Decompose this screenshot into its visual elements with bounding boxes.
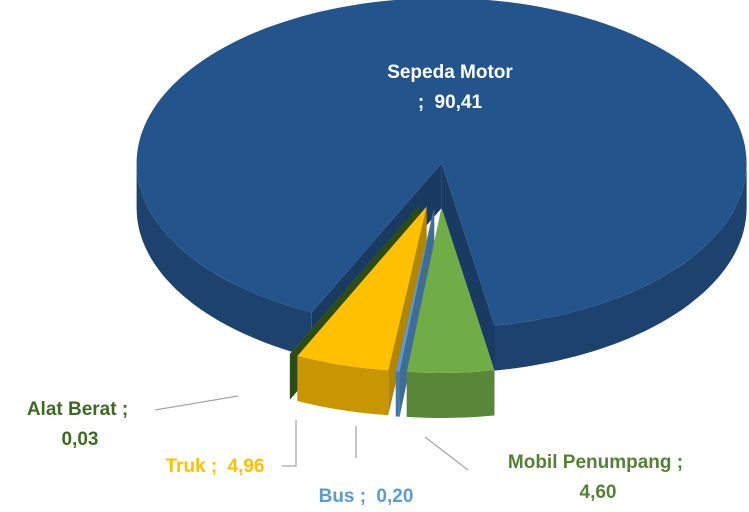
slice-side: [494, 163, 747, 371]
slices: [136, 0, 747, 418]
slice: [136, 0, 747, 326]
slice-side: [289, 353, 291, 400]
slice-wall: [395, 207, 435, 417]
label-part: Mobil Penumpang: [507, 452, 672, 473]
label-part: ;: [121, 399, 129, 420]
slice: [297, 206, 427, 371]
leader-line: [424, 436, 469, 471]
label-part: Alat Berat: [26, 399, 117, 420]
label-part: 0,03: [61, 429, 99, 450]
slice: [406, 208, 495, 373]
slice-side: [406, 370, 495, 418]
leader-lines: [154, 395, 469, 471]
slice-side: [297, 356, 389, 416]
label-part: ;: [359, 486, 367, 507]
slice: [289, 204, 420, 355]
data-label: Mobil Penumpang ; 4,60: [506, 448, 691, 508]
label-part: 4,60: [579, 482, 617, 503]
leader-line: [282, 420, 297, 467]
slice-side: [136, 163, 312, 358]
label-part: 0,20: [376, 486, 414, 507]
data-label: Truk ; 4,96: [135, 452, 295, 482]
label-part: ;: [676, 452, 684, 473]
label-part: 90,41: [434, 92, 483, 113]
label-part: Bus: [318, 486, 355, 507]
label-part: Truk: [165, 456, 206, 477]
leader-line: [154, 395, 239, 411]
slice-wall: [441, 163, 495, 371]
label-part: ;: [417, 92, 425, 113]
data-label: Bus ; 0,20: [286, 482, 446, 512]
data-label: Sepeda Motor ; 90,41: [380, 58, 520, 118]
data-label: Alat Berat ; 0,03: [21, 395, 139, 455]
label-part: 4,96: [227, 456, 265, 477]
label-part: Sepeda Motor: [387, 62, 513, 83]
label-part: ;: [210, 456, 218, 477]
slice-side: [395, 371, 400, 417]
slice: [395, 207, 435, 372]
